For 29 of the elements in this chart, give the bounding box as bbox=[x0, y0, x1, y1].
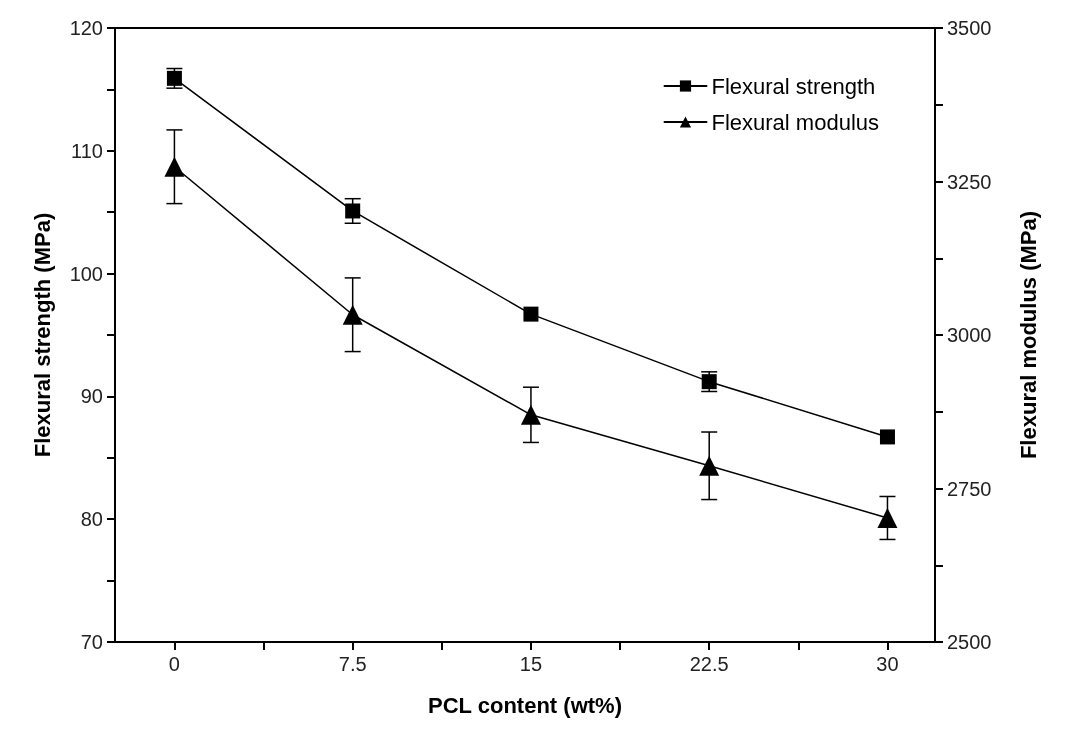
y-tick-label: 100 bbox=[69, 262, 103, 285]
point bbox=[879, 429, 895, 445]
legend-label: Flexural modulus bbox=[711, 109, 879, 135]
x-axis-title: PCL content (wt%) bbox=[428, 692, 622, 718]
y-tick-label: 90 bbox=[80, 385, 103, 408]
y-tick-label: 120 bbox=[69, 17, 103, 39]
point bbox=[699, 455, 720, 476]
y2-tick-label: 2750 bbox=[947, 477, 992, 500]
x-tick-label: 15 bbox=[519, 653, 543, 675]
x-tick-label: 0 bbox=[168, 653, 180, 675]
y-tick-label: 110 bbox=[71, 139, 103, 162]
y2-tick-label: 3000 bbox=[947, 324, 992, 346]
x-tick-label: 22.5 bbox=[689, 653, 729, 675]
y-axis-title: Flexural strength (MPa) bbox=[29, 212, 55, 458]
x-tick-label: 7.5 bbox=[338, 653, 367, 675]
x-tick-label: 30 bbox=[876, 653, 899, 675]
y2-axis-title: Flexural modulus (MPa) bbox=[1015, 210, 1041, 460]
y-tick-label: 80 bbox=[80, 508, 103, 531]
point bbox=[520, 404, 541, 425]
point bbox=[523, 306, 539, 322]
y-tick-label: 70 bbox=[80, 631, 103, 653]
point bbox=[342, 304, 363, 325]
point bbox=[877, 507, 898, 528]
y2-tick-label: 3250 bbox=[947, 170, 992, 193]
y2-tick-label: 2500 bbox=[947, 631, 992, 653]
point bbox=[345, 203, 361, 219]
point bbox=[164, 156, 185, 177]
y2-tick-label: 3500 bbox=[947, 17, 992, 39]
legend-label: Flexural strength bbox=[711, 73, 876, 99]
